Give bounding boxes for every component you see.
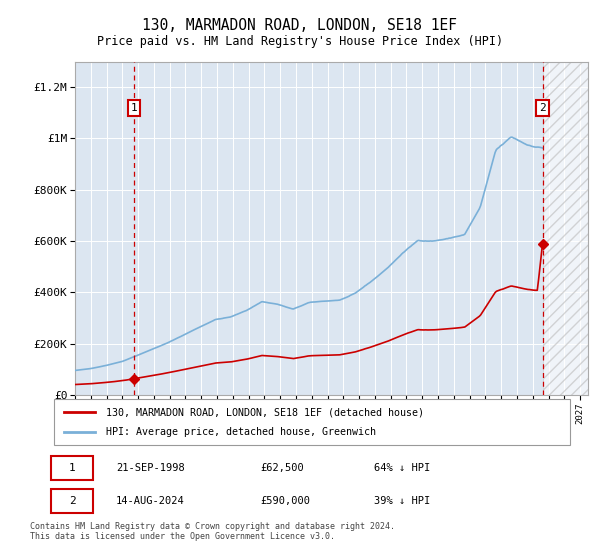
- Text: 130, MARMADON ROAD, LONDON, SE18 1EF: 130, MARMADON ROAD, LONDON, SE18 1EF: [143, 18, 458, 34]
- Text: £590,000: £590,000: [260, 496, 310, 506]
- Text: 2: 2: [68, 496, 76, 506]
- FancyBboxPatch shape: [52, 489, 92, 513]
- Text: 14-AUG-2024: 14-AUG-2024: [116, 496, 185, 506]
- Text: 1: 1: [130, 103, 137, 113]
- FancyBboxPatch shape: [54, 399, 570, 445]
- FancyBboxPatch shape: [52, 456, 92, 479]
- Text: 1: 1: [68, 463, 76, 473]
- Text: Contains HM Land Registry data © Crown copyright and database right 2024.
This d: Contains HM Land Registry data © Crown c…: [30, 522, 395, 542]
- Text: 64% ↓ HPI: 64% ↓ HPI: [374, 463, 430, 473]
- Bar: [542, 62, 588, 395]
- Text: HPI: Average price, detached house, Greenwich: HPI: Average price, detached house, Gree…: [106, 427, 376, 437]
- Text: 39% ↓ HPI: 39% ↓ HPI: [374, 496, 430, 506]
- Text: 130, MARMADON ROAD, LONDON, SE18 1EF (detached house): 130, MARMADON ROAD, LONDON, SE18 1EF (de…: [106, 407, 424, 417]
- Text: 2: 2: [539, 103, 546, 113]
- Text: Price paid vs. HM Land Registry's House Price Index (HPI): Price paid vs. HM Land Registry's House …: [97, 35, 503, 48]
- Text: 21-SEP-1998: 21-SEP-1998: [116, 463, 185, 473]
- Text: £62,500: £62,500: [260, 463, 304, 473]
